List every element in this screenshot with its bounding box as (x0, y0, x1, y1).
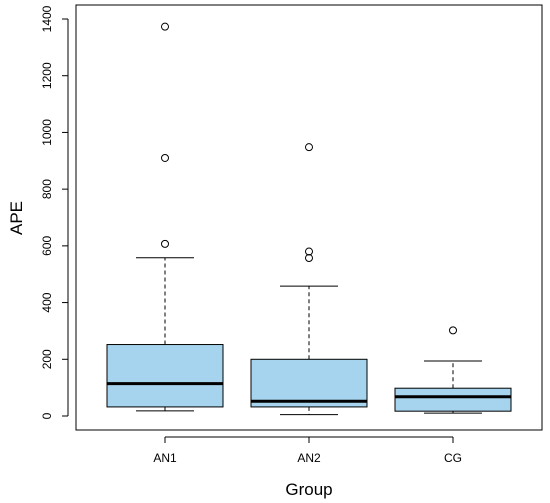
y-tick-label-600: 600 (40, 236, 54, 256)
y-tick-label-800: 800 (40, 179, 54, 199)
outlier-an1-2 (161, 22, 169, 31)
x-axis: AN1 AN2 CG (153, 436, 462, 465)
box-an2 (250, 358, 368, 408)
y-axis: 0 200 400 600 800 1000 1200 1400 (40, 5, 69, 419)
box-cg (394, 387, 512, 412)
y-tick-label-1000: 1000 (40, 119, 54, 146)
y-tick-label-0: 0 (40, 412, 54, 419)
boxes (106, 22, 512, 416)
box-group-an1 (106, 22, 224, 412)
x-tick-label-an2: AN2 (297, 451, 321, 465)
outlier-an2-1 (305, 247, 313, 256)
box-an1 (106, 344, 224, 408)
plot-frame (75, 4, 543, 431)
outlier-an2-2 (305, 143, 313, 152)
box-group-an2 (250, 143, 368, 416)
y-tick-label-1400: 1400 (40, 5, 54, 32)
y-axis-title: APE (7, 201, 26, 235)
x-tick-label-cg: CG (444, 451, 462, 465)
y-tick-label-400: 400 (40, 292, 54, 312)
x-axis-title: Group (285, 480, 332, 499)
outlier-an2-0 (305, 254, 313, 263)
y-tick-label-1200: 1200 (40, 62, 54, 89)
outlier-an1-1 (161, 153, 169, 162)
box-group-cg (394, 326, 512, 414)
x-tick-label-an1: AN1 (153, 451, 177, 465)
outlier-cg-0 (449, 326, 457, 335)
outlier-an1-0 (161, 239, 169, 248)
y-tick-label-200: 200 (40, 349, 54, 369)
